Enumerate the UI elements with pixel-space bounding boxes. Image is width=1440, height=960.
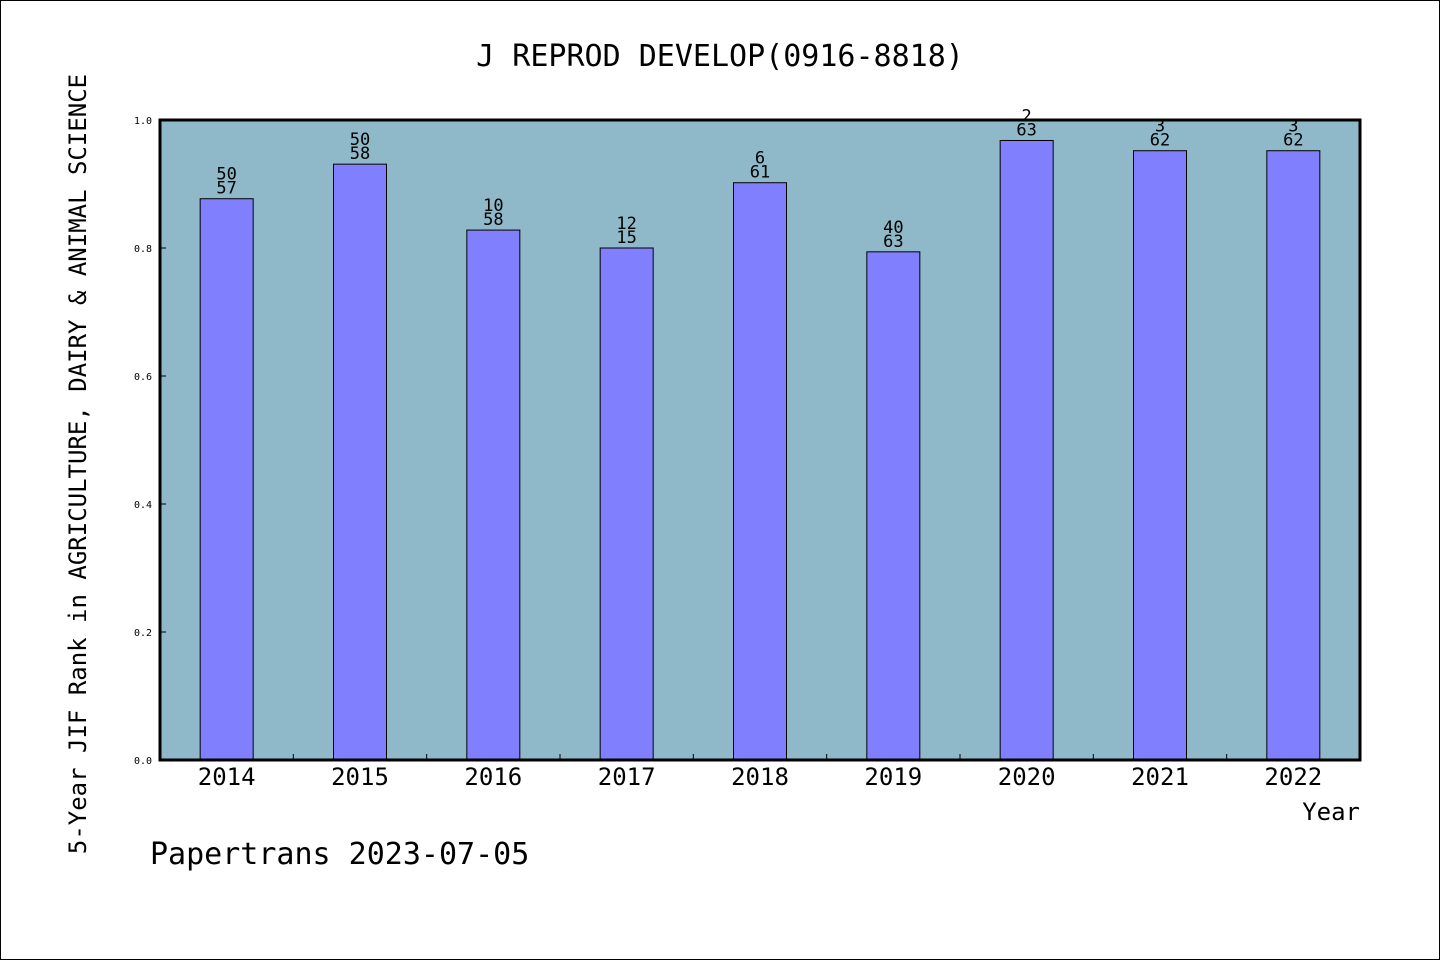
bar-total-label: 62	[1150, 131, 1170, 151]
y-tick-label: 0.0	[134, 756, 152, 767]
bar-rank-label: 3	[1288, 117, 1298, 137]
bar-total-label: 58	[350, 144, 370, 164]
x-tick-label: 2016	[464, 763, 522, 791]
bar-2020	[999, 139, 1054, 761]
bar-rank-label: 2	[1022, 106, 1032, 126]
x-tick-label: 2022	[1264, 763, 1322, 791]
bar-rank-label: 50	[350, 130, 370, 150]
bar-total-label: 61	[750, 163, 770, 183]
bar-2018	[733, 182, 787, 761]
bar-total-label: 57	[216, 179, 236, 199]
x-axis-label: Year	[1302, 798, 1360, 826]
bar-2016	[466, 229, 521, 761]
bar-total-label: 15	[616, 228, 636, 248]
y-axis-label: 5-Year JIF Rank in AGRICULTURE, DAIRY & …	[64, 74, 92, 854]
x-tick-label: 2017	[598, 763, 656, 791]
x-tick-label: 2018	[731, 763, 789, 791]
bar-2022	[1266, 150, 1321, 761]
bar-rank-label: 3	[1155, 117, 1165, 137]
bar-rank-label: 10	[483, 196, 503, 216]
bar-rank-label: 40	[883, 218, 903, 238]
bar-rank-label: 50	[216, 165, 236, 185]
y-tick-label: 1.0	[134, 116, 152, 127]
y-tick-label: 0.2	[134, 628, 152, 639]
plot-border	[158, 118, 1362, 762]
chart-title: J REPROD DEVELOP(0916-8818)	[476, 39, 964, 74]
x-tick-label: 2021	[1131, 763, 1189, 791]
x-tick-label: 2015	[331, 763, 389, 791]
bar-series	[199, 139, 1321, 761]
x-tick-label: 2014	[198, 763, 256, 791]
footer-source-date: Papertrans 2023-07-05	[150, 837, 529, 872]
x-tick-label: 2019	[864, 763, 922, 791]
bar-2014	[199, 198, 254, 761]
bar-rank-label: 12	[616, 214, 636, 234]
bar-2017	[599, 247, 654, 761]
bar-2021	[1133, 150, 1187, 761]
bar-2015	[333, 163, 387, 761]
x-axis: 2014 2015 2016 2017 2018 2019 2020 2021 2022	[198, 754, 1322, 791]
y-tick-label: 0.6	[134, 372, 152, 383]
bar-total-label: 63	[1016, 120, 1036, 140]
y-tick-label: 0.8	[134, 244, 152, 255]
bar-rank-label: 6	[755, 149, 765, 169]
bar-total-label: 58	[483, 210, 503, 230]
bar-total-label: 63	[883, 232, 903, 252]
y-tick-label: 0.4	[134, 500, 152, 511]
bar-2019	[866, 251, 921, 761]
x-tick-label: 2020	[998, 763, 1056, 791]
bar-total-label: 62	[1283, 131, 1303, 151]
